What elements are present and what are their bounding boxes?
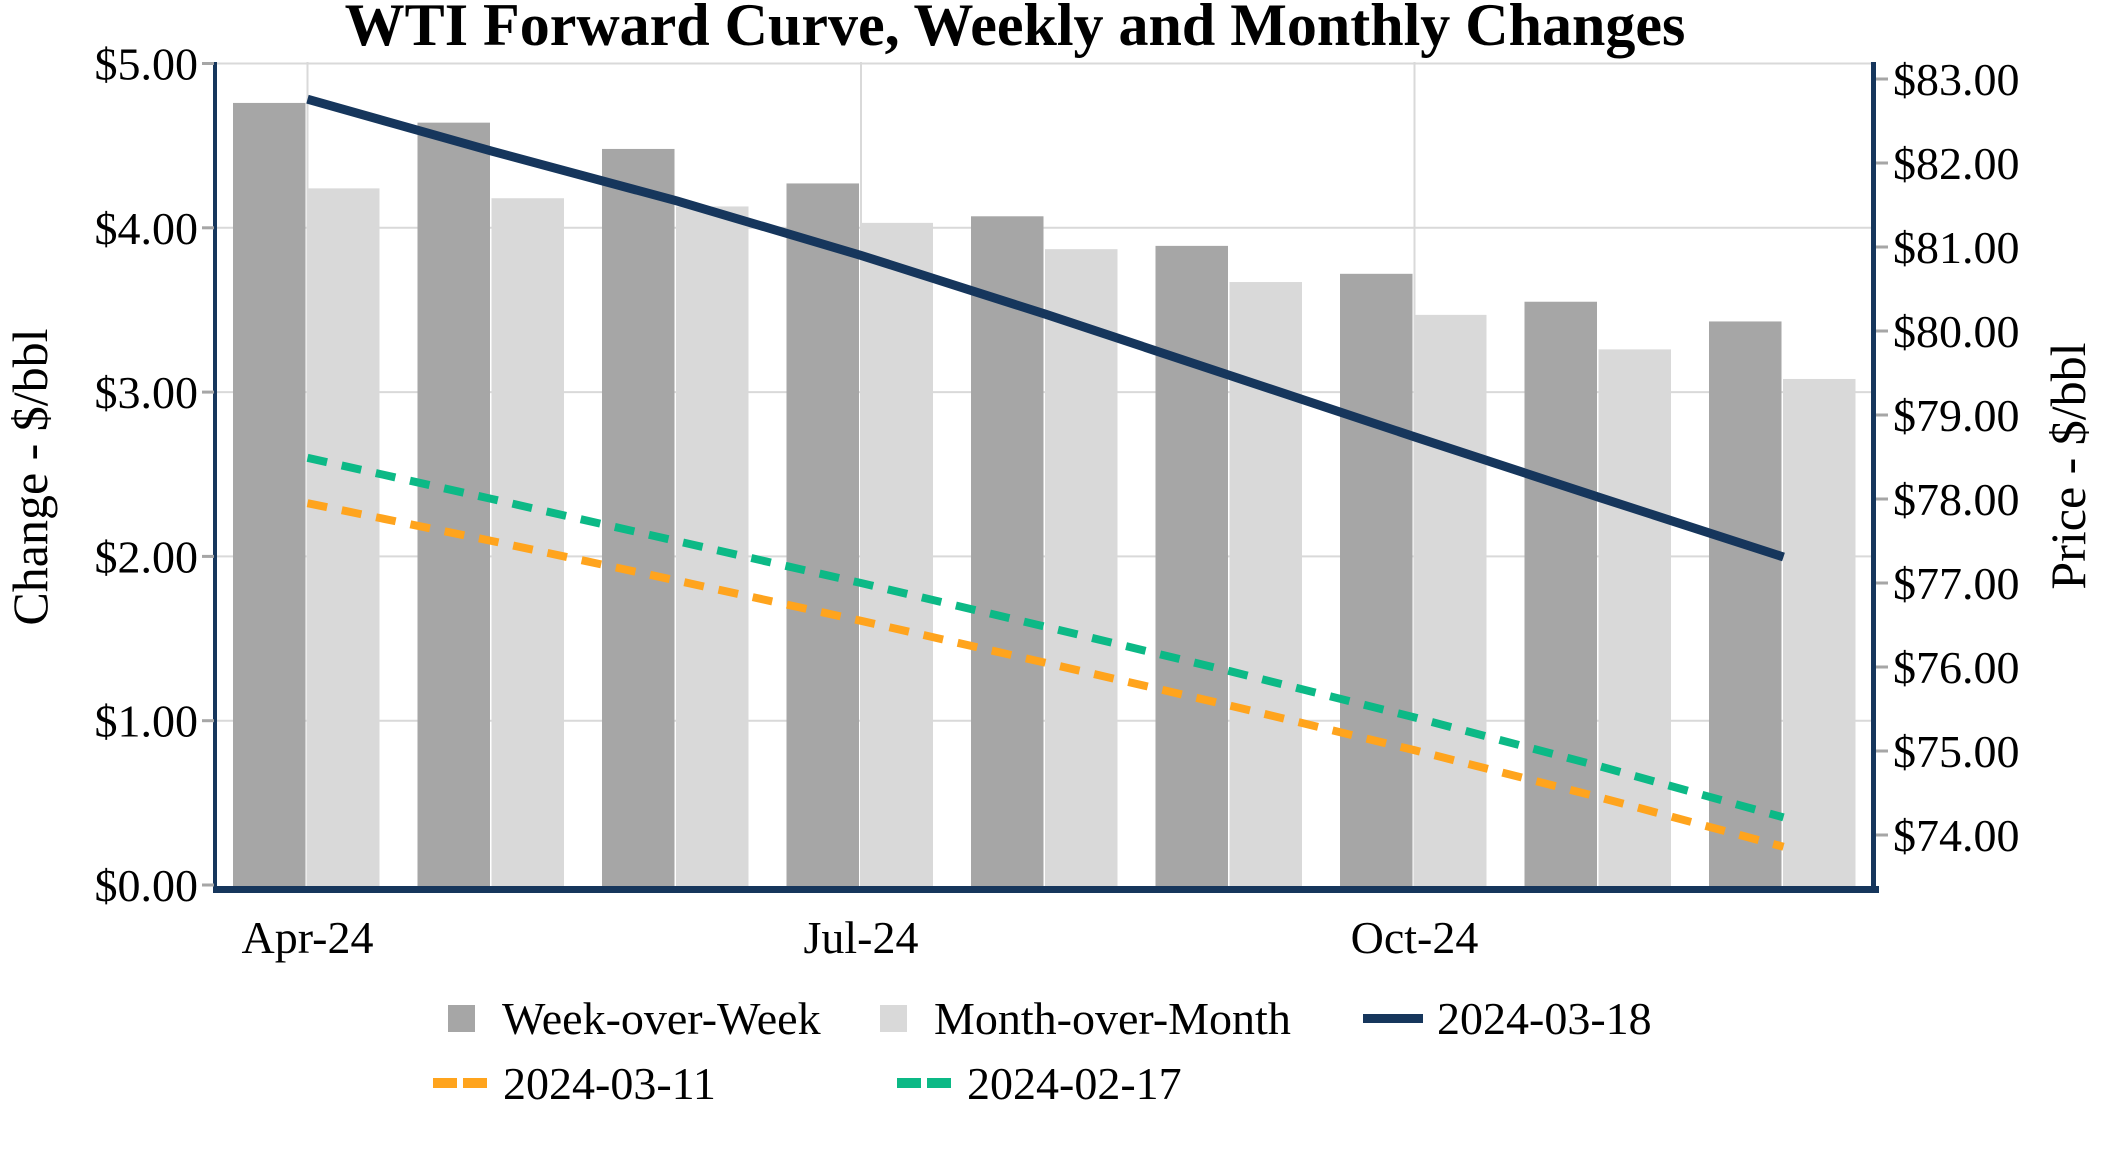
x-tick-label: Apr-24: [242, 912, 374, 963]
left-tick-label: $2.00: [95, 531, 199, 582]
right-tick: [1876, 581, 1888, 585]
right-tick-label: $79.00: [1893, 390, 2020, 441]
line-2024-03-18: [306, 94, 1785, 562]
legend-solid-line-marker: [1363, 1013, 1423, 1023]
bar-week-over-week-jul-24: [786, 183, 859, 887]
legend-dashed-line-marker-green: [897, 1078, 951, 1088]
legend-swatch-week-over-week: [448, 1004, 475, 1032]
right-tick: [1876, 77, 1888, 81]
left-axis-line: [213, 62, 217, 893]
bar-week-over-week-jun-24: [602, 148, 675, 886]
bar-month-over-month-apr-24: [307, 188, 380, 887]
bar-month-over-month-oct-24: [1414, 314, 1487, 886]
bar-month-over-month-dec-24: [1783, 378, 1856, 886]
left-tick-label: $1.00: [95, 696, 199, 747]
left-tick: [202, 62, 214, 65]
legend-item-2024-02-17: 2024-02-17: [897, 1056, 1182, 1110]
left-tick-label: $5.00: [95, 39, 199, 90]
left-tick: [202, 719, 214, 723]
x-tick-label: Oct-24: [1351, 912, 1479, 963]
right-tick-label: $80.00: [1893, 306, 2020, 357]
legend-dashed-line-marker-orange: [433, 1078, 487, 1088]
bar-week-over-week-may-24: [417, 122, 490, 886]
line-2024-03-11: [306, 499, 1785, 851]
bar-week-over-week-sep-24: [1155, 245, 1228, 887]
left-tick: [202, 226, 214, 230]
right-tick-label: $77.00: [1893, 558, 2020, 609]
bar-week-over-week-oct-24: [1340, 273, 1413, 887]
bar-month-over-month-jul-24: [860, 222, 933, 887]
bar-week-over-week-dec-24: [1709, 321, 1782, 886]
right-tick-label: $78.00: [1893, 474, 2020, 525]
left-tick-label: $0.00: [95, 860, 199, 911]
legend-item-2024-03-18: 2024-03-18: [1363, 991, 1652, 1045]
bottom-axis-line: [213, 886, 1879, 893]
bar-month-over-month-aug-24: [1045, 249, 1118, 886]
left-tick: [202, 390, 214, 394]
bar-week-over-week-nov-24: [1524, 301, 1597, 886]
legend-item-week-over-week: Week-over-Week: [448, 991, 821, 1045]
left-tick: [202, 554, 214, 558]
legend-label-2024-03-18: 2024-03-18: [1437, 992, 1652, 1044]
right-tick: [1876, 665, 1888, 669]
bar-week-over-week-aug-24: [971, 216, 1044, 886]
right-tick-label: $81.00: [1893, 222, 2020, 273]
line-2024-02-17: [306, 453, 1785, 822]
legend-swatch-month-over-month: [880, 1004, 907, 1032]
bar-month-over-month-may-24: [491, 198, 564, 886]
chart-title: WTI Forward Curve, Weekly and Monthly Ch…: [344, 0, 1686, 58]
left-tick: [202, 883, 214, 887]
right-tick: [1876, 749, 1888, 753]
right-tick: [1876, 497, 1888, 501]
right-tick: [1876, 161, 1888, 165]
bar-month-over-month-sep-24: [1229, 282, 1302, 886]
legend-label-2024-03-11: 2024-03-11: [503, 1057, 716, 1109]
legend-item-month-over-month: Month-over-Month: [880, 991, 1291, 1045]
right-tick: [1876, 329, 1888, 333]
right-tick-label: $82.00: [1893, 138, 2020, 189]
bar-week-over-week-apr-24: [233, 102, 306, 886]
right-axis-line: [1871, 62, 1876, 893]
legend-item-2024-03-11: 2024-03-11: [433, 1056, 716, 1110]
right-tick: [1876, 833, 1888, 837]
right-tick-label: $74.00: [1893, 810, 2020, 861]
left-tick-label: $3.00: [95, 367, 199, 418]
right-tick-label: $76.00: [1893, 642, 2020, 693]
legend-label-2024-02-17: 2024-02-17: [967, 1057, 1182, 1109]
right-tick-label: $83.00: [1893, 54, 2020, 105]
bar-month-over-month-nov-24: [1598, 349, 1671, 887]
x-tick-label: Jul-24: [804, 912, 919, 963]
right-tick-label: $75.00: [1893, 726, 2020, 777]
legend-label-week-over-week: Week-over-Week: [502, 992, 821, 1044]
right-tick: [1876, 413, 1888, 417]
right-tick: [1876, 245, 1888, 249]
left-tick-label: $4.00: [95, 203, 199, 254]
legend-label-month-over-month: Month-over-Month: [934, 992, 1291, 1044]
